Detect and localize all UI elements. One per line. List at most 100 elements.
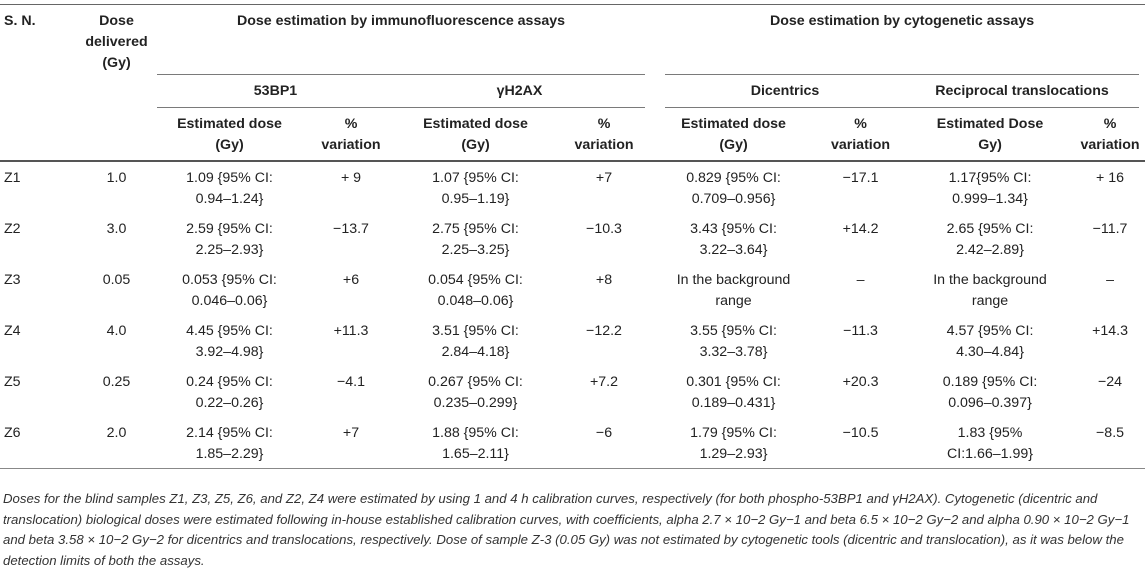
table-row: Z2 3.0 2.59 {95% CI: 2.25–2.93} −13.7 2.75 {9… <box>0 213 1145 264</box>
table-row: Z5 0.25 0.24 {95% CI: 0.22–0.26} −4.1 0.267 {… <box>0 366 1145 417</box>
cell-dicentrics-estimated-dose: 3.43 {95% CI: 3.22–3.64} <box>651 213 816 264</box>
cell-line: 0.22–0.26} <box>195 394 264 411</box>
cell-dicentrics-variation: – <box>816 264 905 315</box>
cell-line: 4.45 {95% CI: <box>186 322 273 339</box>
cell-value: Z6 <box>4 424 21 441</box>
cell-53bp1-variation: +11.3 <box>308 315 394 366</box>
cell-53bp1-estimated-dose: 1.09 {95% CI: 0.94–1.24} <box>151 161 308 213</box>
cell-sn: Z5 <box>0 366 82 417</box>
cell-line: 2.65 {95% CI: <box>946 220 1034 237</box>
cell-translocations-variation: −8.5 <box>1075 416 1145 469</box>
cell-dose-delivered: 0.05 <box>82 264 151 315</box>
cell-value: Z3 <box>4 271 21 288</box>
header-dicentrics-variation: % variation <box>816 108 906 161</box>
cell-value: 1.0 <box>106 169 127 186</box>
group-underline-immuno: Dose estimation by immunofluorescence as… <box>157 11 646 75</box>
cell-53bp1-variation: + 9 <box>308 161 394 213</box>
cell-line: 0.301 {95% CI: <box>686 373 781 390</box>
cell-value: −11.7 <box>1092 220 1128 237</box>
cell-dicentrics-variation: +20.3 <box>816 366 905 417</box>
cell-line: 3.55 {95% CI: <box>690 322 777 339</box>
cell-value: + 9 <box>340 169 362 186</box>
cell-sn: Z6 <box>0 416 82 469</box>
cell-line: 1.65–2.11} <box>442 445 509 462</box>
cell-line: 1.88 {95% CI: <box>432 424 519 441</box>
cell-line: 4.57 {95% CI: <box>946 322 1034 339</box>
cell-dicentrics-estimated-dose: 0.301 {95% CI: 0.189–0.431} <box>651 366 816 417</box>
table-row: Z3 0.05 0.053 {95% CI: 0.046–0.06} +6 0.054 {… <box>0 264 1145 315</box>
cell-value: Z2 <box>4 220 21 237</box>
cell-dicentrics-variation: −11.3 <box>816 315 905 366</box>
cell-line: 3.43 {95% CI: <box>690 220 777 237</box>
cell-h2ax-estimated-dose: 1.88 {95% CI: 1.65–2.11} <box>394 416 557 469</box>
cell-value: +7 <box>342 424 360 441</box>
cell-line: 2.84–4.18} <box>441 343 510 360</box>
header-sn: S. N. <box>0 4 82 160</box>
cell-line: 1.29–2.93} <box>699 445 768 462</box>
cell-dicentrics-estimated-dose: In the background range <box>651 264 816 315</box>
cell-line: 2.25–2.93} <box>195 241 264 258</box>
cell-value: +11.3 <box>333 322 369 339</box>
cell-translocations-variation: −11.7 <box>1075 213 1145 264</box>
table-row: Z6 2.0 2.14 {95% CI: 1.85–2.29} +7 1.88 {95% … <box>0 416 1145 469</box>
cell-dose-delivered: 1.0 <box>82 161 151 213</box>
cell-value: −10.5 <box>842 424 879 441</box>
cell-line: 0.829 {95% CI: <box>686 169 781 186</box>
cell-dicentrics-estimated-dose: 3.55 {95% CI: 3.32–3.78} <box>651 315 816 366</box>
cell-dose-delivered: 2.0 <box>82 416 151 469</box>
cell-value: −17.1 <box>842 169 879 186</box>
cell-dicentrics-variation: +14.2 <box>816 213 905 264</box>
cell-line: 2.25–3.25} <box>441 241 510 258</box>
cell-line: 1.17{95% CI: <box>948 169 1032 186</box>
cell-h2ax-estimated-dose: 2.75 {95% CI: 2.25–3.25} <box>394 213 557 264</box>
cell-53bp1-estimated-dose: 2.14 {95% CI: 1.85–2.29} <box>151 416 308 469</box>
header-53bp1: 53BP1 <box>151 75 394 108</box>
cell-value: −4.1 <box>336 373 365 390</box>
cell-h2ax-estimated-dose: 1.07 {95% CI: 0.95–1.19} <box>394 161 557 213</box>
cell-line: 1.79 {95% CI: <box>690 424 777 441</box>
cell-line: 3.51 {95% CI: <box>432 322 519 339</box>
cell-line: range <box>971 292 1009 309</box>
cell-53bp1-variation: +6 <box>308 264 394 315</box>
cell-line: 1.09 {95% CI: <box>186 169 273 186</box>
cell-translocations-variation: + 16 <box>1075 161 1145 213</box>
cell-translocations-estimated-dose: In the background range <box>905 264 1075 315</box>
cell-sn: Z2 <box>0 213 82 264</box>
cell-line: 2.59 {95% CI: <box>186 220 273 237</box>
cell-dicentrics-variation: −10.5 <box>816 416 906 469</box>
cell-value: + 16 <box>1096 169 1125 186</box>
cell-dicentrics-variation: −17.1 <box>816 161 905 213</box>
cell-translocations-variation: +14.3 <box>1075 315 1145 366</box>
cell-value: −10.3 <box>586 220 622 237</box>
cell-translocations-estimated-dose: 1.83 {95% CI:1.66–1.99} <box>905 416 1076 469</box>
cell-value: −24 <box>1097 373 1123 390</box>
cell-line: 0.054 {95% CI: <box>428 271 523 288</box>
cell-h2ax-variation: +7 <box>557 161 651 213</box>
cell-sn: Z3 <box>0 264 82 315</box>
cell-h2ax-variation: −10.3 <box>557 213 651 264</box>
table-footnote: Doses for the blind samples Z1, Z3, Z5, … <box>3 491 1130 568</box>
cell-value: 4.0 <box>106 322 127 339</box>
cell-line: 0.048–0.06} <box>437 292 514 309</box>
cell-line: CI:1.66–1.99} <box>947 445 1033 462</box>
cell-line: 0.709–0.956} <box>691 190 776 207</box>
cell-value: – <box>1106 271 1114 288</box>
cell-53bp1-variation: −4.1 <box>308 366 394 417</box>
cell-line: 3.32–3.78} <box>699 343 768 360</box>
cell-value: −6 <box>595 424 613 441</box>
header-53bp1-estimated-dose: Estimated dose (Gy) <box>151 108 308 161</box>
cell-line: In the background <box>933 271 1047 288</box>
cell-value: +6 <box>342 271 360 288</box>
cell-value: −8.5 <box>1096 424 1125 441</box>
cell-translocations-estimated-dose: 4.57 {95% CI: 4.30–4.84} <box>905 315 1075 366</box>
cell-line: 0.267 {95% CI: <box>428 373 523 390</box>
header-translocations-variation: % variation <box>1075 108 1145 161</box>
header-h2ax-variation: % variation <box>557 108 652 161</box>
cell-dicentrics-estimated-dose: 0.829 {95% CI: 0.709–0.956} <box>651 161 816 213</box>
header-group-cytogenetic: Dose estimation by cytogenetic assays <box>651 4 1145 75</box>
header-dose-delivered: Dose delivered (Gy) <box>82 4 151 160</box>
header-reciprocal-translocations: Reciprocal translocations <box>905 75 1145 108</box>
cell-translocations-variation: −24 <box>1075 366 1145 417</box>
header-h2ax-estimated-dose: Estimated dose (Gy) <box>394 108 557 161</box>
cell-h2ax-estimated-dose: 0.054 {95% CI: 0.048–0.06} <box>394 264 557 315</box>
